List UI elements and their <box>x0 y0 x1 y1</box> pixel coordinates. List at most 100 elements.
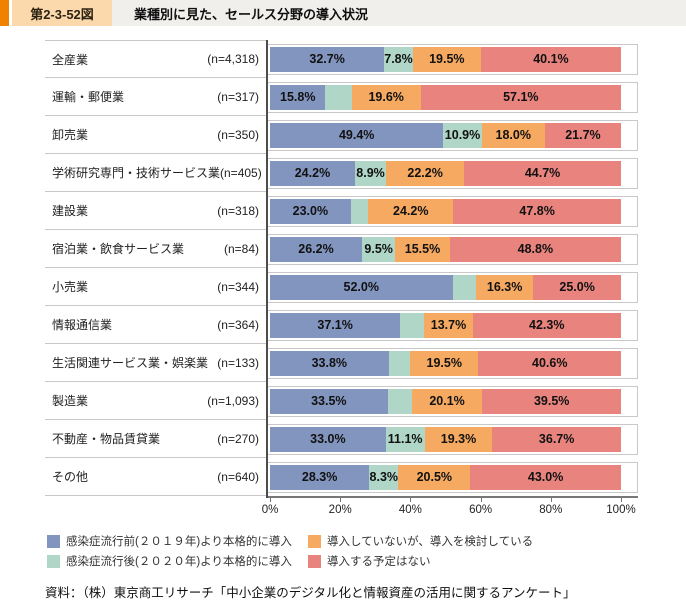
bar-cell: 32.7% 7.8% 19.5% 40.1% <box>267 40 638 78</box>
sample-size-label: (n=405) <box>220 165 262 180</box>
category-cell: 全産業 (n=4,318) <box>45 40 267 78</box>
bar-segment: 48.8% <box>449 236 621 262</box>
chart-rows: 全産業 (n=4,318) 32.7% 7.8% 19.5% 40.1% 運輸・郵便業 (n=… <box>45 40 638 496</box>
axis-tick-label: 80% <box>539 504 563 516</box>
bar-segment: 19.6% <box>351 84 421 110</box>
category-label: 学術研究専門・技術サービス業 <box>52 166 221 180</box>
sample-size-label: (n=270) <box>217 431 259 446</box>
bar-segment: 24.2% <box>270 160 355 186</box>
category-cell: 情報通信業 (n=364) <box>45 306 267 344</box>
bar-segment: 36.7% <box>492 426 621 452</box>
bar-track: 33.8% 19.5% 40.6% <box>267 347 638 379</box>
bar-track: 52.0% 16.3% 25.0% <box>267 271 638 303</box>
bar-cell: 33.0% 11.1% 19.3% 36.7% <box>267 420 638 458</box>
bar-stack: 33.5% 20.1% 39.5% <box>270 388 621 414</box>
category-label: 運輸・郵便業 <box>52 90 125 104</box>
bar-segment: 18.0% <box>481 122 545 148</box>
chart-row: 運輸・郵便業 (n=317) 15.8% 19.6% 57.1% <box>45 78 638 116</box>
bar-cell: 52.0% 16.3% 25.0% <box>267 268 638 306</box>
chart-row: 情報通信業 (n=364) 37.1% 13.7% 42.3% <box>45 306 638 344</box>
axis-area: 0% 20% 40% 60% 80% 100% <box>262 496 638 524</box>
bar-cell: 33.8% 19.5% 40.6% <box>267 344 638 382</box>
bar-cell: 26.2% 9.5% 15.5% 48.8% <box>267 230 638 268</box>
axis-spacer <box>45 496 267 524</box>
axis-tick-label: 0% <box>261 504 279 516</box>
bar-segment: 13.7% <box>424 312 473 338</box>
category-cell: 宿泊業・飲食サービス業 (n=84) <box>45 230 267 268</box>
bar-segment: 40.1% <box>480 46 621 72</box>
bar-segment: 37.1% <box>270 312 401 338</box>
bar-stack: 23.0% 24.2% 47.8% <box>270 198 621 224</box>
bar-stack: 32.7% 7.8% 19.5% 40.1% <box>270 46 621 72</box>
bar-cell: 24.2% 8.9% 22.2% 44.7% <box>267 154 638 192</box>
bar-stack: 37.1% 13.7% 42.3% <box>270 312 621 338</box>
legend-label: 導入していないが、導入を検討している <box>327 536 534 548</box>
bar-segment <box>400 312 425 338</box>
bar-track: 23.0% 24.2% 47.8% <box>267 195 638 227</box>
source-note: 資料：（株）東京商工リサーチ「中小企業のデジタル化と情報資産の活用に関するアンケ… <box>45 586 576 600</box>
figure-header: 第2-3-52図 業種別に見た、セールス分野の導入状況 <box>0 0 686 26</box>
chart-panel: 全産業 (n=4,318) 32.7% 7.8% 19.5% 40.1% 運輸・郵便業 (n=… <box>45 40 638 524</box>
chart-row: 全産業 (n=4,318) 32.7% 7.8% 19.5% 40.1% <box>45 40 638 78</box>
bar-segment: 43.0% <box>470 464 622 490</box>
bar-segment: 33.8% <box>270 350 389 376</box>
sample-size-label: (n=364) <box>217 317 259 332</box>
bar-segment: 20.5% <box>398 464 471 490</box>
bar-track: 32.7% 7.8% 19.5% 40.1% <box>267 43 638 75</box>
sample-size-label: (n=640) <box>217 469 259 484</box>
chart-row: 小売業 (n=344) 52.0% 16.3% 25.0% <box>45 268 638 306</box>
accent-bar <box>0 0 9 26</box>
category-cell: 建設業 (n=318) <box>45 192 267 230</box>
bar-cell: 28.3% 8.3% 20.5% 43.0% <box>267 458 638 496</box>
bar-cell: 37.1% 13.7% 42.3% <box>267 306 638 344</box>
figure-number: 第2-3-52図 <box>12 0 112 26</box>
category-label: その他 <box>52 470 89 484</box>
bar-segment: 26.2% <box>270 236 362 262</box>
bar-stack: 49.4% 10.9% 18.0% 21.7% <box>270 122 622 148</box>
category-label: 小売業 <box>52 280 89 294</box>
category-cell: その他 (n=640) <box>45 458 267 496</box>
zero-baseline <box>266 40 268 498</box>
axis-tick <box>480 498 482 502</box>
chart-row: 卸売業 (n=350) 49.4% 10.9% 18.0% 21.7% <box>45 116 638 154</box>
bar-cell: 33.5% 20.1% 39.5% <box>267 382 638 420</box>
axis-tick <box>550 498 552 502</box>
legend-swatch <box>47 534 60 548</box>
figure-title: 業種別に見た、セールス分野の導入状況 <box>134 6 369 22</box>
category-cell: 製造業 (n=1,093) <box>45 382 267 420</box>
bar-segment: 42.3% <box>472 312 621 338</box>
legend: 感染症流行前(２０１９年)より本格的に導入 感染症流行後(２０２０年)より本格的に… <box>47 531 533 571</box>
bar-segment <box>388 350 411 376</box>
bar-segment: 44.7% <box>464 160 621 186</box>
category-cell: 生活関連サービス業・娯楽業 (n=133) <box>45 344 267 382</box>
bar-segment: 33.5% <box>270 388 388 414</box>
legend-label: 感染症流行後(２０２０年)より本格的に導入 <box>66 556 292 568</box>
accent-gap <box>9 0 12 26</box>
bar-segment <box>350 198 369 224</box>
legend-item: 導入していないが、導入を検討している <box>308 531 533 551</box>
sample-size-label: (n=344) <box>217 279 259 294</box>
legend-swatch <box>308 554 321 568</box>
sample-size-label: (n=1,093) <box>207 393 259 408</box>
bar-segment: 25.0% <box>533 274 621 300</box>
bar-segment <box>325 84 352 110</box>
bar-stack: 33.8% 19.5% 40.6% <box>270 350 621 376</box>
bar-segment: 7.8% <box>384 46 413 72</box>
category-label: 不動産・物品賃貸業 <box>52 432 161 446</box>
sample-size-label: (n=350) <box>217 127 259 142</box>
chart-row: 不動産・物品賃貸業 (n=270) 33.0% 11.1% 19.3% 36.7% <box>45 420 638 458</box>
axis-tick-label: 100% <box>606 504 636 516</box>
chart-row: 学術研究専門・技術サービス業 (n=405) 24.2% 8.9% 22.2% 44.7% <box>45 154 638 192</box>
bar-segment: 19.3% <box>424 426 493 452</box>
category-label: 全産業 <box>52 52 89 67</box>
category-label: 生活関連サービス業・娯楽業 <box>52 356 209 370</box>
bar-track: 33.5% 20.1% 39.5% <box>267 385 638 417</box>
category-cell: 運輸・郵便業 (n=317) <box>45 78 267 116</box>
legend-item: 感染症流行後(２０２０年)より本格的に導入 <box>47 551 308 571</box>
bar-segment: 24.2% <box>368 198 454 224</box>
bar-cell: 15.8% 19.6% 57.1% <box>267 78 638 116</box>
bar-segment: 57.1% <box>420 84 621 110</box>
axis-scale: 0% 20% 40% 60% 80% 100% <box>262 496 636 524</box>
category-cell: 卸売業 (n=350) <box>45 116 267 154</box>
legend-swatch <box>47 554 60 568</box>
